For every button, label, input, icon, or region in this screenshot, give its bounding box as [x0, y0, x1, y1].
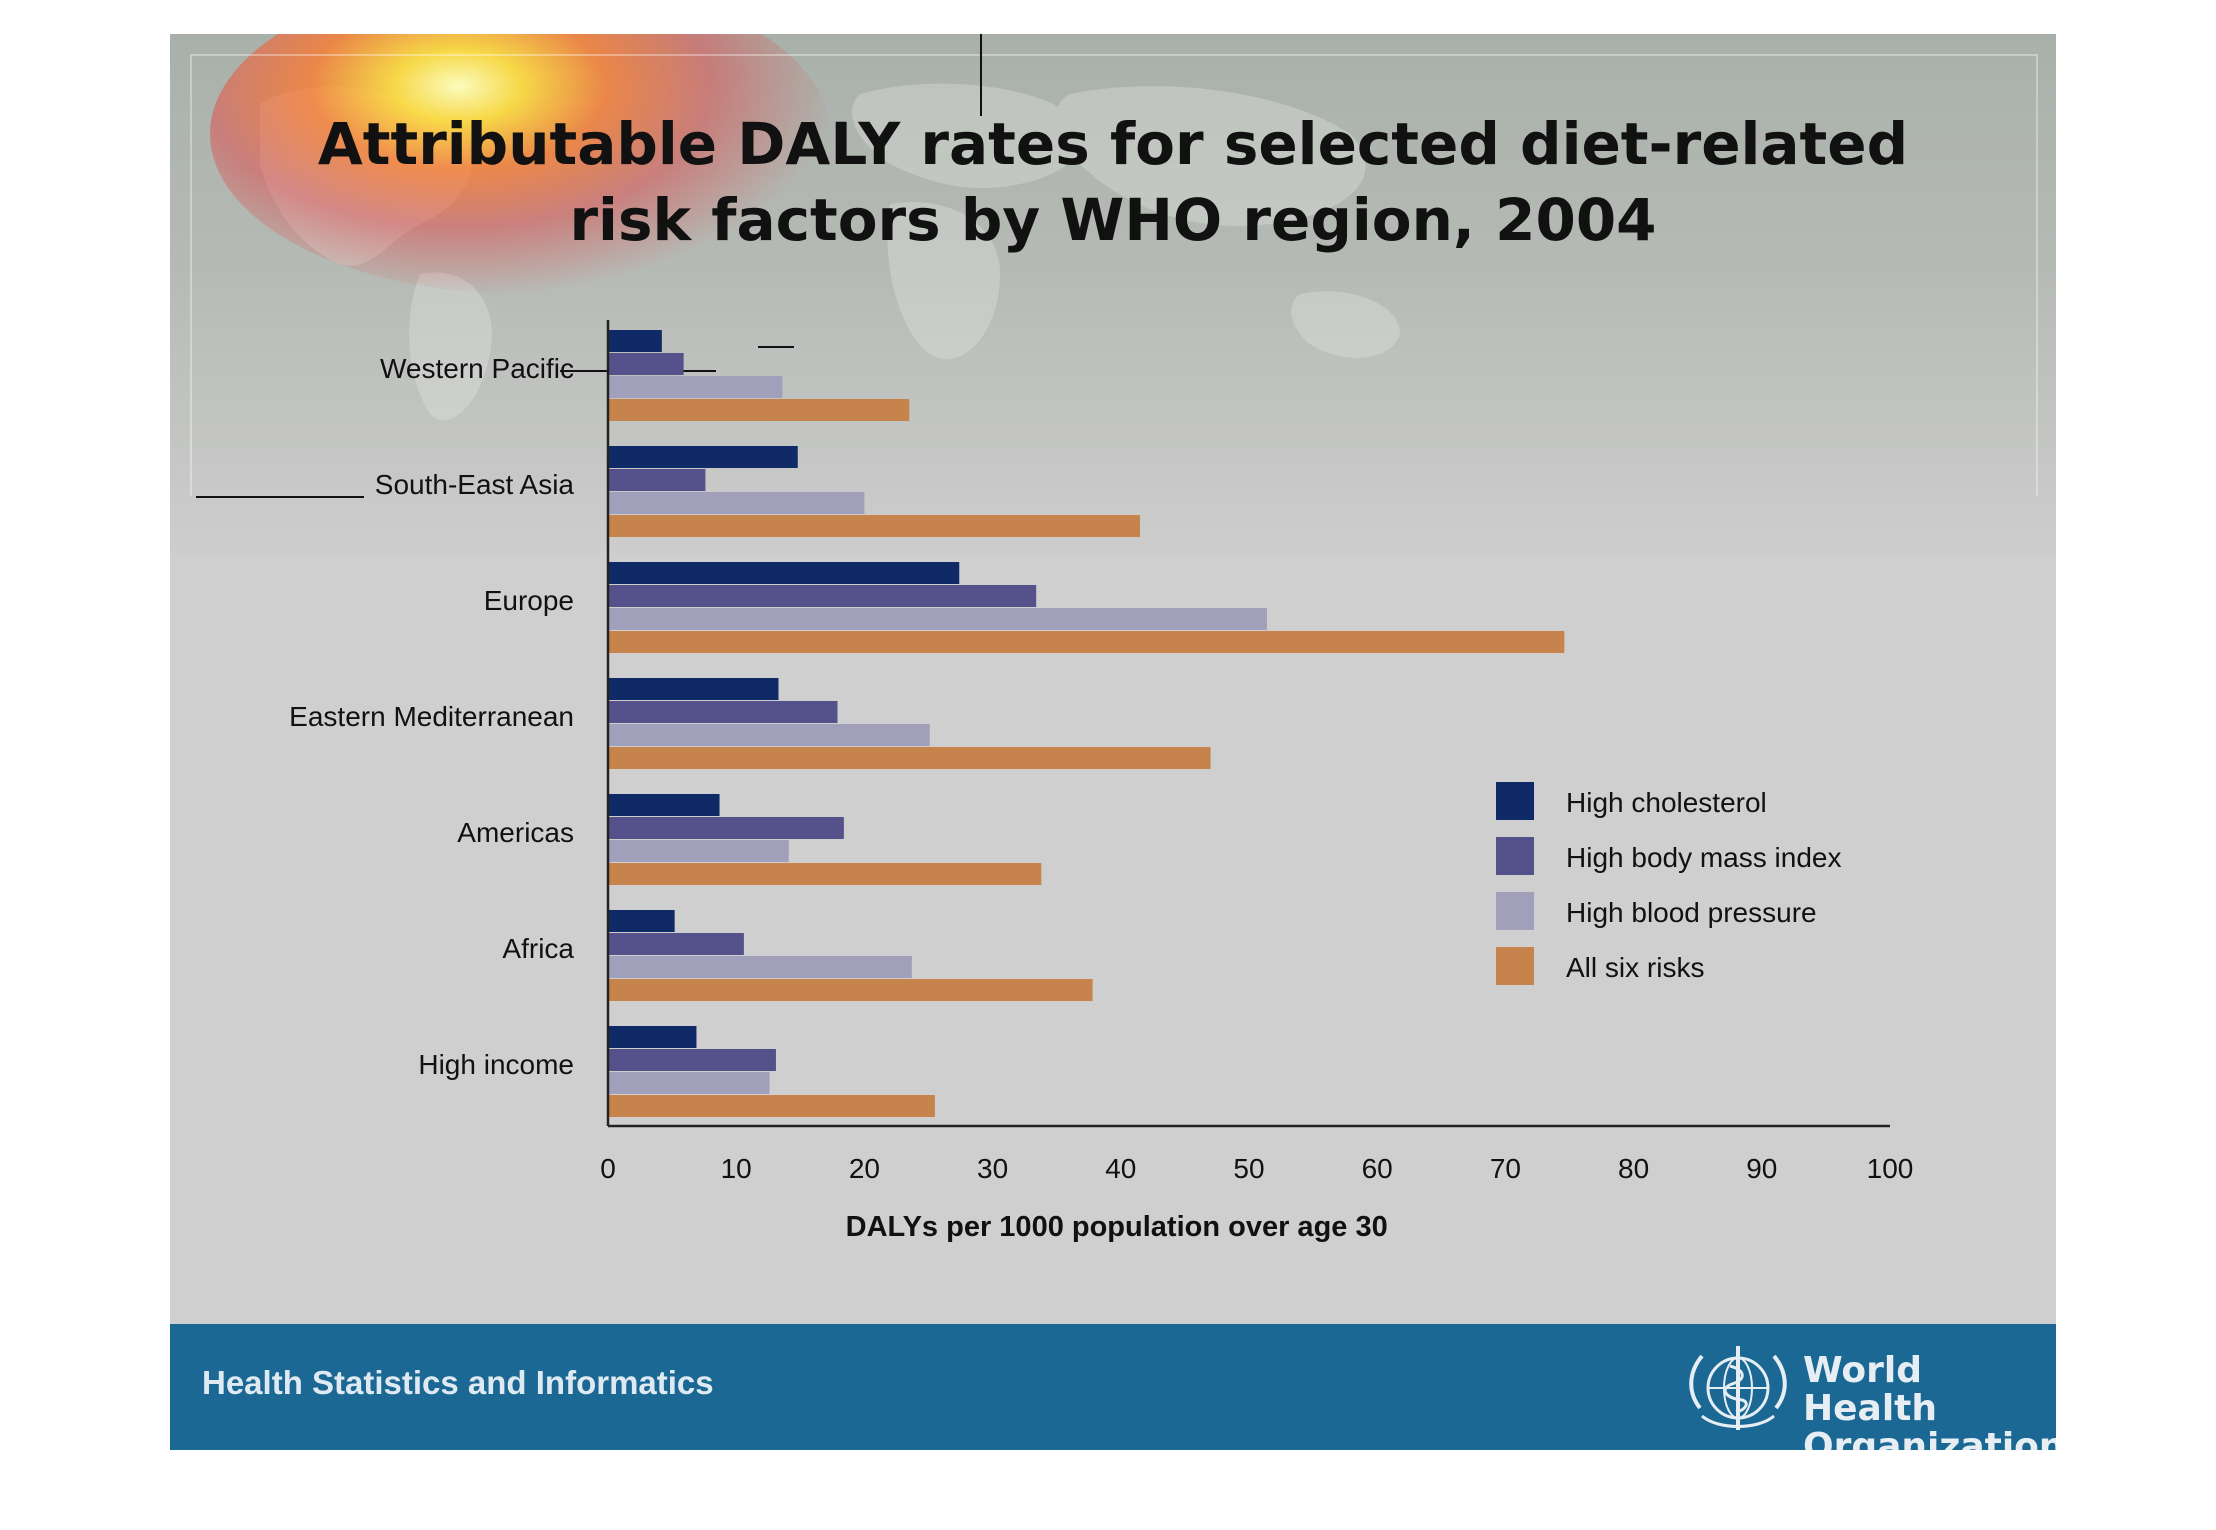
bar-high-income-3	[608, 1095, 935, 1117]
category-label: High income	[418, 1049, 574, 1080]
x-tick-label: 100	[1867, 1153, 1914, 1184]
bar-eastern-mediterranean-3	[608, 747, 1211, 769]
x-tick-label: 10	[721, 1153, 752, 1184]
bar-africa-0	[608, 910, 675, 932]
header-band	[170, 34, 2056, 554]
bar-eastern-mediterranean-0	[608, 678, 779, 700]
x-tick-label: 30	[977, 1153, 1008, 1184]
category-label: Western Pacific	[380, 353, 574, 384]
bar-south-east-asia-3	[608, 515, 1141, 537]
legend-label-0: High cholesterol	[1566, 787, 1767, 818]
chart-bars	[608, 330, 1565, 1117]
x-tick-label: 60	[1362, 1153, 1393, 1184]
x-tick-label: 20	[849, 1153, 880, 1184]
bar-western-pacific-1	[608, 353, 684, 375]
bar-africa-1	[608, 933, 744, 955]
legend-swatch-3	[1496, 947, 1534, 985]
bar-high-income-2	[608, 1072, 770, 1094]
bar-south-east-asia-2	[608, 492, 865, 514]
who-emblem-icon	[1689, 1346, 1787, 1430]
bar-south-east-asia-0	[608, 446, 798, 468]
who-logo-text: World Health Organization	[1803, 1350, 2056, 1451]
heatmap-overlay	[210, 34, 830, 294]
bar-high-income-1	[608, 1049, 776, 1071]
bar-western-pacific-0	[608, 330, 662, 352]
legend-swatch-0	[1496, 782, 1534, 820]
category-label: Eastern Mediterranean	[289, 701, 574, 732]
footer-text: Health Statistics and Informatics	[202, 1364, 714, 1401]
x-tick-label: 40	[1105, 1153, 1136, 1184]
annotation-line-vertical	[980, 34, 982, 116]
who-logo-line-1: World Health	[1803, 1350, 1938, 1429]
category-label: Europe	[484, 585, 574, 616]
bar-europe-2	[608, 608, 1267, 630]
legend-label-2: High blood pressure	[1566, 897, 1817, 928]
bar-europe-1	[608, 585, 1037, 607]
bar-western-pacific-2	[608, 376, 783, 398]
title-line-2: risk factors by WHO region, 2004	[569, 186, 1657, 254]
bar-eastern-mediterranean-2	[608, 724, 930, 746]
bar-americas-0	[608, 794, 720, 816]
bar-eastern-mediterranean-1	[608, 701, 838, 723]
title-line-1: Attributable DALY rates for selected die…	[317, 110, 1909, 178]
bar-europe-0	[608, 562, 960, 584]
header-frame	[190, 54, 2038, 496]
category-label: Africa	[502, 933, 574, 964]
x-tick-label: 90	[1746, 1153, 1777, 1184]
annotation-line-short	[758, 346, 794, 348]
bar-europe-3	[608, 631, 1565, 653]
x-tick-label: 70	[1490, 1153, 1521, 1184]
x-tick-label: 80	[1618, 1153, 1649, 1184]
who-logo-line-2: Organization	[1803, 1426, 2056, 1451]
bar-americas-3	[608, 863, 1042, 885]
annotation-line-left	[196, 496, 364, 498]
legend: High cholesterol High body mass index High…	[1496, 782, 1841, 985]
x-axis-ticks: 0 10 20 30 40 50 60 70 80 90 100	[600, 1153, 1913, 1184]
category-label: Americas	[457, 817, 574, 848]
legend-label-1: High body mass index	[1566, 842, 1841, 873]
bar-western-pacific-3	[608, 399, 910, 421]
category-label: South-East Asia	[375, 469, 575, 500]
legend-swatch-1	[1496, 837, 1534, 875]
slide-title: Attributable DALY rates for selected die…	[170, 106, 2056, 258]
category-labels: Western Pacific South-East Asia Europe East…	[289, 353, 574, 1080]
x-tick-label: 50	[1233, 1153, 1264, 1184]
bar-americas-1	[608, 817, 844, 839]
footer-bar: Health Statistics and Informatics World …	[170, 1324, 2056, 1450]
bar-americas-2	[608, 840, 789, 862]
legend-swatch-2	[1496, 892, 1534, 930]
bar-africa-2	[608, 956, 912, 978]
bar-africa-3	[608, 979, 1093, 1001]
slide: Attributable DALY rates for selected die…	[170, 34, 2056, 1450]
x-axis-label: DALYs per 1000 population over age 30	[846, 1211, 1388, 1243]
bar-high-income-0	[608, 1026, 697, 1048]
x-tick-label: 0	[600, 1153, 616, 1184]
legend-label-3: All six risks	[1566, 952, 1704, 983]
bar-south-east-asia-1	[608, 469, 706, 491]
